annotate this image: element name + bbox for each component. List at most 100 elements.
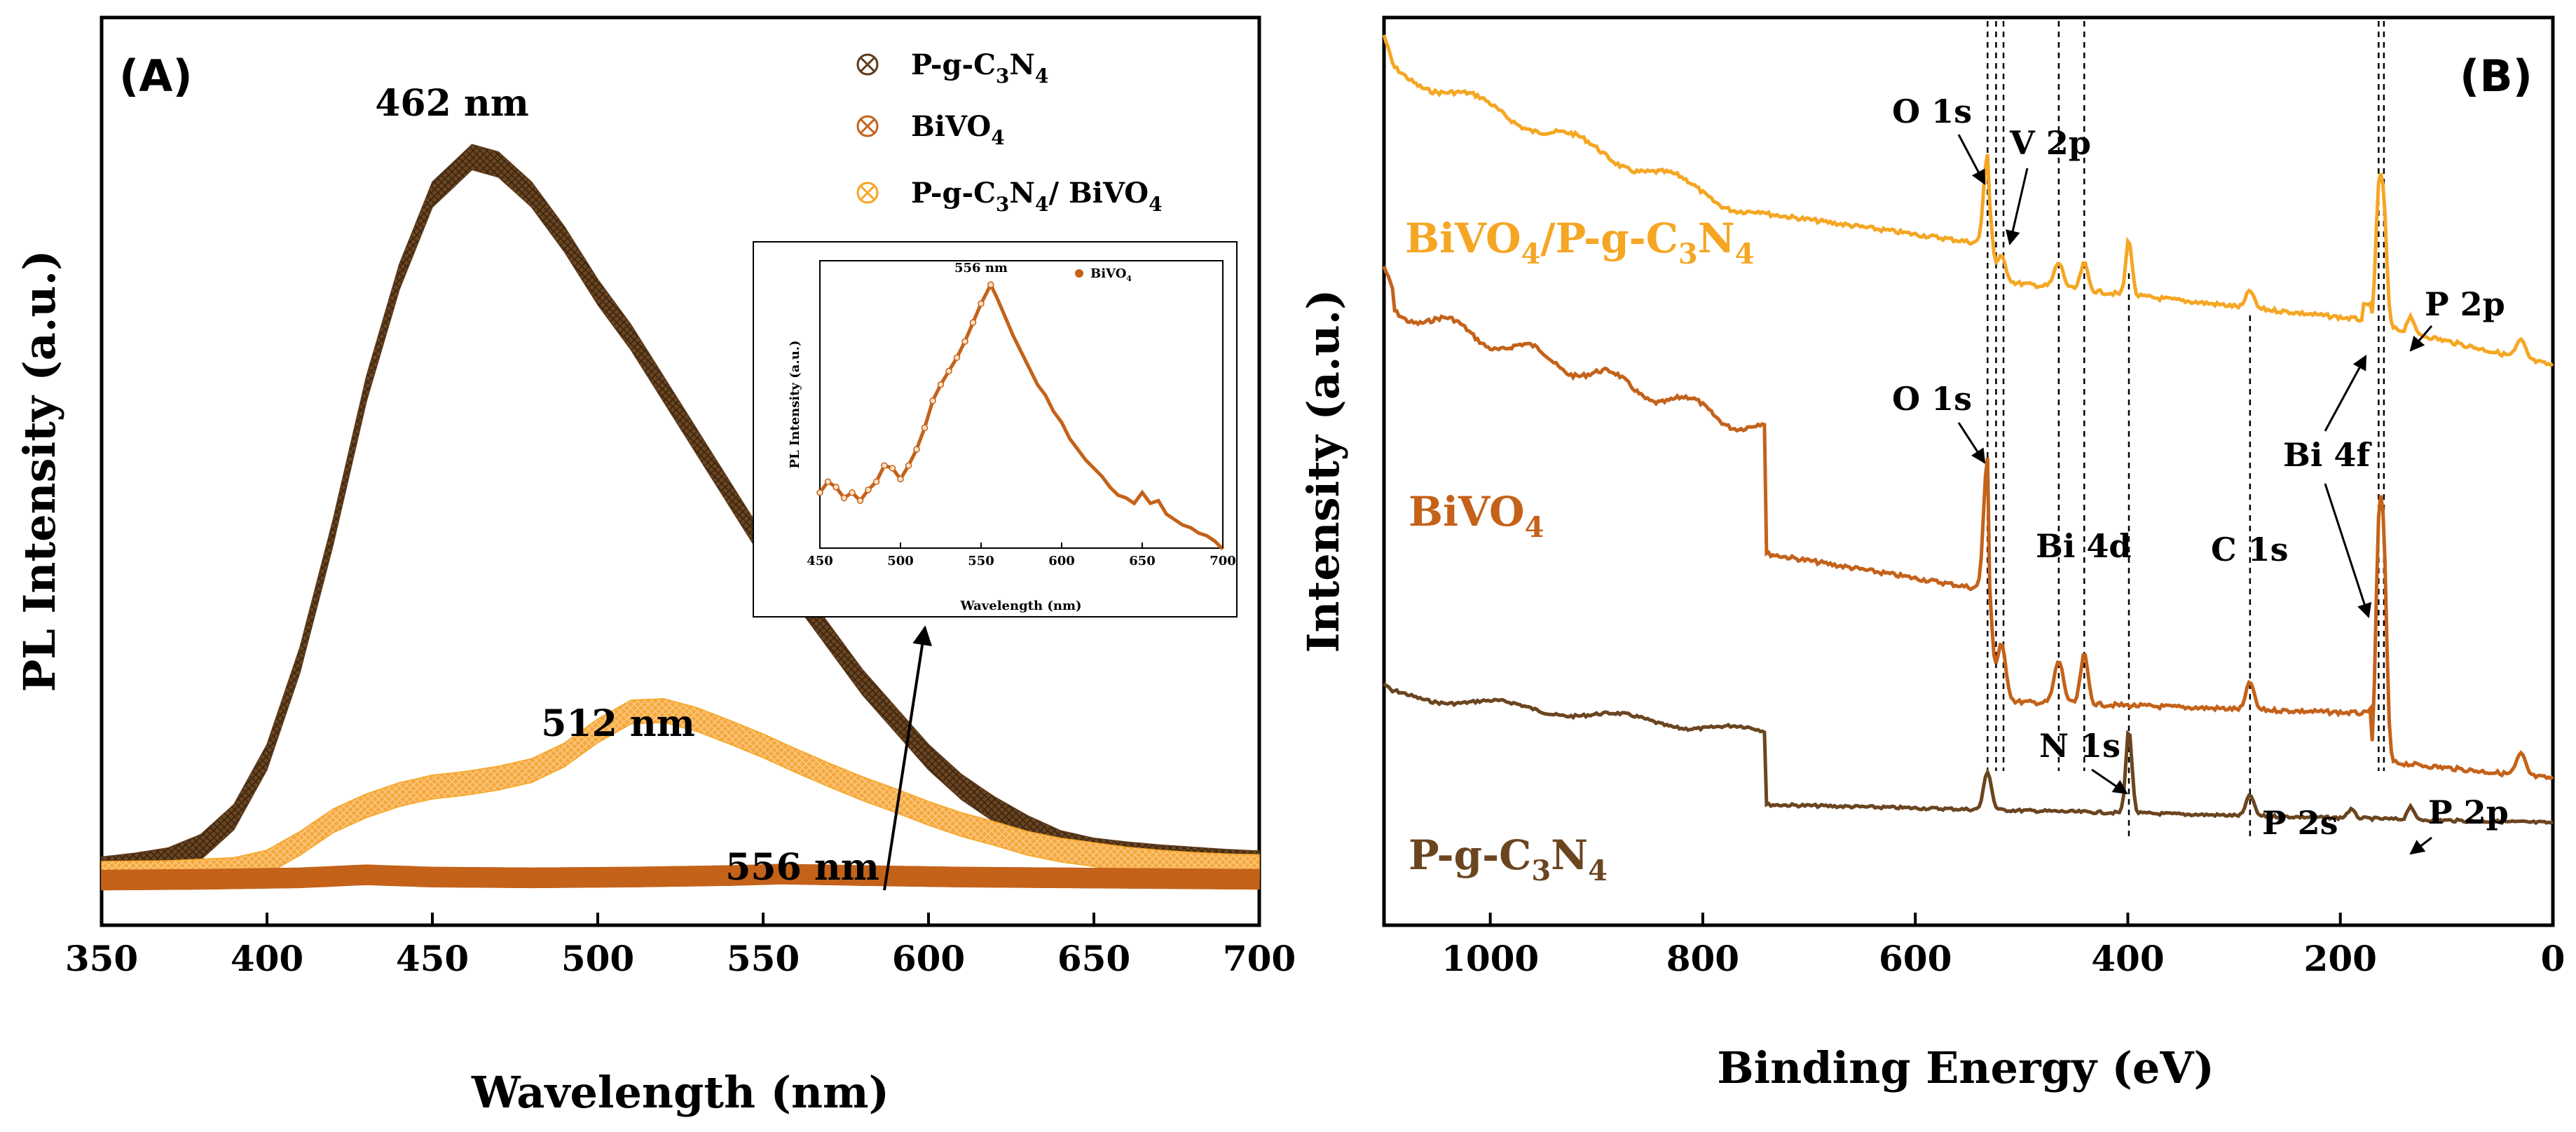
legend-label-bivo4: BiVO4 (911, 110, 1005, 149)
peak-p2p-top: P 2p (2425, 285, 2505, 323)
peak-label-462: 462 nm (375, 82, 528, 125)
panel-a: (A) 350 400 450 500 550 600 650 700 Wavelength … (14, 15, 1296, 1118)
inset-legend: BiVO4 (1075, 266, 1132, 283)
peak-n1s: N 1s (2039, 727, 2121, 765)
inset-point (865, 486, 872, 493)
series-bivo4-band (101, 864, 1260, 891)
panel-b-tick-label: 200 (2304, 938, 2377, 979)
legend-marker-composite (856, 182, 879, 204)
series-bivo4-line (1382, 266, 2554, 781)
legend-label-composite: P-g-C3N4/ BiVO4 (911, 177, 1163, 216)
inset-tick-label: 450 (807, 554, 833, 568)
inset-tick-label: 700 (1210, 554, 1236, 568)
arrow-bi4f-up (2324, 355, 2367, 432)
panel-b-tick-label: 600 (1879, 938, 1952, 979)
inset-point (945, 367, 952, 375)
peak-p2s: P 2s (2262, 804, 2338, 842)
panel-b-x-ticks: 1000 800 600 400 200 0 (1441, 913, 2565, 979)
panel-a-frame (100, 15, 1261, 927)
inset-x-ticks: 450 500 550 600 650 700 (807, 543, 1236, 568)
inset-point (953, 354, 961, 361)
legend-item-bivo4: BiVO4 (856, 110, 1005, 149)
inset-point (987, 281, 994, 288)
panel-b-series (1382, 34, 2554, 826)
panel-a-y-axis-title: PL Intensity (a.u.) (14, 250, 65, 693)
panel-b-tick-label: 0 (2541, 938, 2565, 979)
legend-label-pgc3n4: P-g-C3N4 (911, 48, 1048, 88)
panel-a-x-axis-title: Wavelength (nm) (471, 1067, 889, 1118)
inset-point (937, 381, 945, 388)
peak-o1s-top: O 1s (1892, 93, 1972, 130)
peak-bi4f: Bi 4f (2283, 436, 2372, 474)
inset-point (905, 462, 912, 469)
inset-point (969, 319, 977, 326)
peak-c1s: C 1s (2211, 531, 2289, 568)
series-label-composite: BiVO4/P-g-C3N4 (1405, 214, 1755, 271)
panel-a-x-ticks: 350 400 450 500 550 600 650 700 (65, 913, 1296, 979)
inset-pointer-arrow (883, 625, 932, 891)
panel-b-tick-label: 400 (2091, 938, 2164, 979)
legend-marker-bivo4 (856, 115, 879, 137)
inset: 450 500 550 600 650 700 Wavelength (nm) PL In… (753, 241, 1238, 618)
arrow-v2p (2006, 168, 2029, 246)
inset-point (840, 494, 848, 502)
panel-a-tick-label: 350 (65, 938, 138, 979)
legend-item-pgc3n4: P-g-C3N4 (856, 48, 1048, 88)
inset-point (921, 424, 929, 432)
inset-point (961, 338, 968, 345)
peak-label-512: 512 nm (541, 702, 694, 745)
inset-tick-label: 500 (887, 554, 914, 568)
inset-x-axis-title: Wavelength (nm) (959, 599, 1081, 613)
inset-point (929, 397, 936, 404)
inset-tick-label: 550 (968, 554, 994, 568)
panel-a-tick-label: 600 (892, 938, 965, 979)
peak-p2p-bottom: P 2p (2428, 793, 2509, 831)
inset-legend-marker (1075, 269, 1083, 278)
panel-a-letter: (A) (119, 50, 193, 102)
inset-tick-label: 600 (1048, 554, 1075, 568)
legend-item-composite: P-g-C3N4/ BiVO4 (856, 177, 1163, 216)
panel-b-tick-label: 800 (1666, 938, 1739, 979)
arrow-bi4f-down (2324, 483, 2372, 618)
inset-plot-frame (819, 260, 1224, 549)
panel-b-tick-label: 1000 (1441, 938, 1539, 979)
inset-point (872, 478, 880, 486)
inset-background (753, 241, 1238, 618)
inset-point (881, 462, 888, 469)
inset-legend-label: BiVO4 (1090, 266, 1132, 283)
inset-point (816, 489, 823, 496)
series-label-bivo4: BiVO4 (1409, 488, 1544, 544)
series-pgc3n4-line (1383, 682, 2554, 826)
arrow-n1s (2091, 768, 2128, 795)
panel-b-y-axis-title: Intensity (a.u.) (1298, 289, 1349, 653)
arrow-o1s-top (1957, 134, 1986, 185)
peak-label-556: 556 nm (725, 846, 879, 889)
panel-a-tick-label: 500 (561, 938, 634, 979)
panel-a-tick-label: 450 (396, 938, 469, 979)
inset-point (978, 300, 985, 307)
peak-v2p: V 2p (2009, 124, 2091, 162)
panel-b-x-axis-title: Binding Energy (eV) (1717, 1042, 2214, 1093)
peak-o1s-mid: O 1s (1892, 380, 1972, 418)
arrow-p2p-bottom (2409, 836, 2432, 855)
panel-a-legend: P-g-C3N4 BiVO4 P-g-C3N4/ BiVO4 (856, 48, 1163, 216)
inset-peak-label: 556 nm (954, 261, 1008, 275)
series-label-pgc3n4: P-g-C3N4 (1409, 831, 1608, 887)
inset-point (849, 489, 856, 496)
panel-a-series (101, 144, 1260, 891)
inset-y-axis-title: PL Intensity (a.u.) (788, 340, 802, 468)
inset-point (824, 478, 832, 486)
inset-point (889, 465, 896, 472)
arrow-o1s-mid (1957, 422, 1986, 464)
panel-a-tick-label: 550 (727, 938, 800, 979)
panel-b-frame (1382, 15, 2555, 927)
panel-b: (B) 1000 800 600 400 200 0 Binding Energy (eV… (1298, 15, 2565, 1093)
panel-a-tick-label: 400 (231, 938, 303, 979)
inset-point (913, 446, 920, 453)
inset-series (816, 280, 1224, 551)
inset-tick-label: 650 (1129, 554, 1156, 568)
peak-bi4d: Bi 4d (2036, 527, 2132, 565)
arrow-p2p-top (2409, 325, 2433, 352)
inset-point (833, 484, 840, 491)
